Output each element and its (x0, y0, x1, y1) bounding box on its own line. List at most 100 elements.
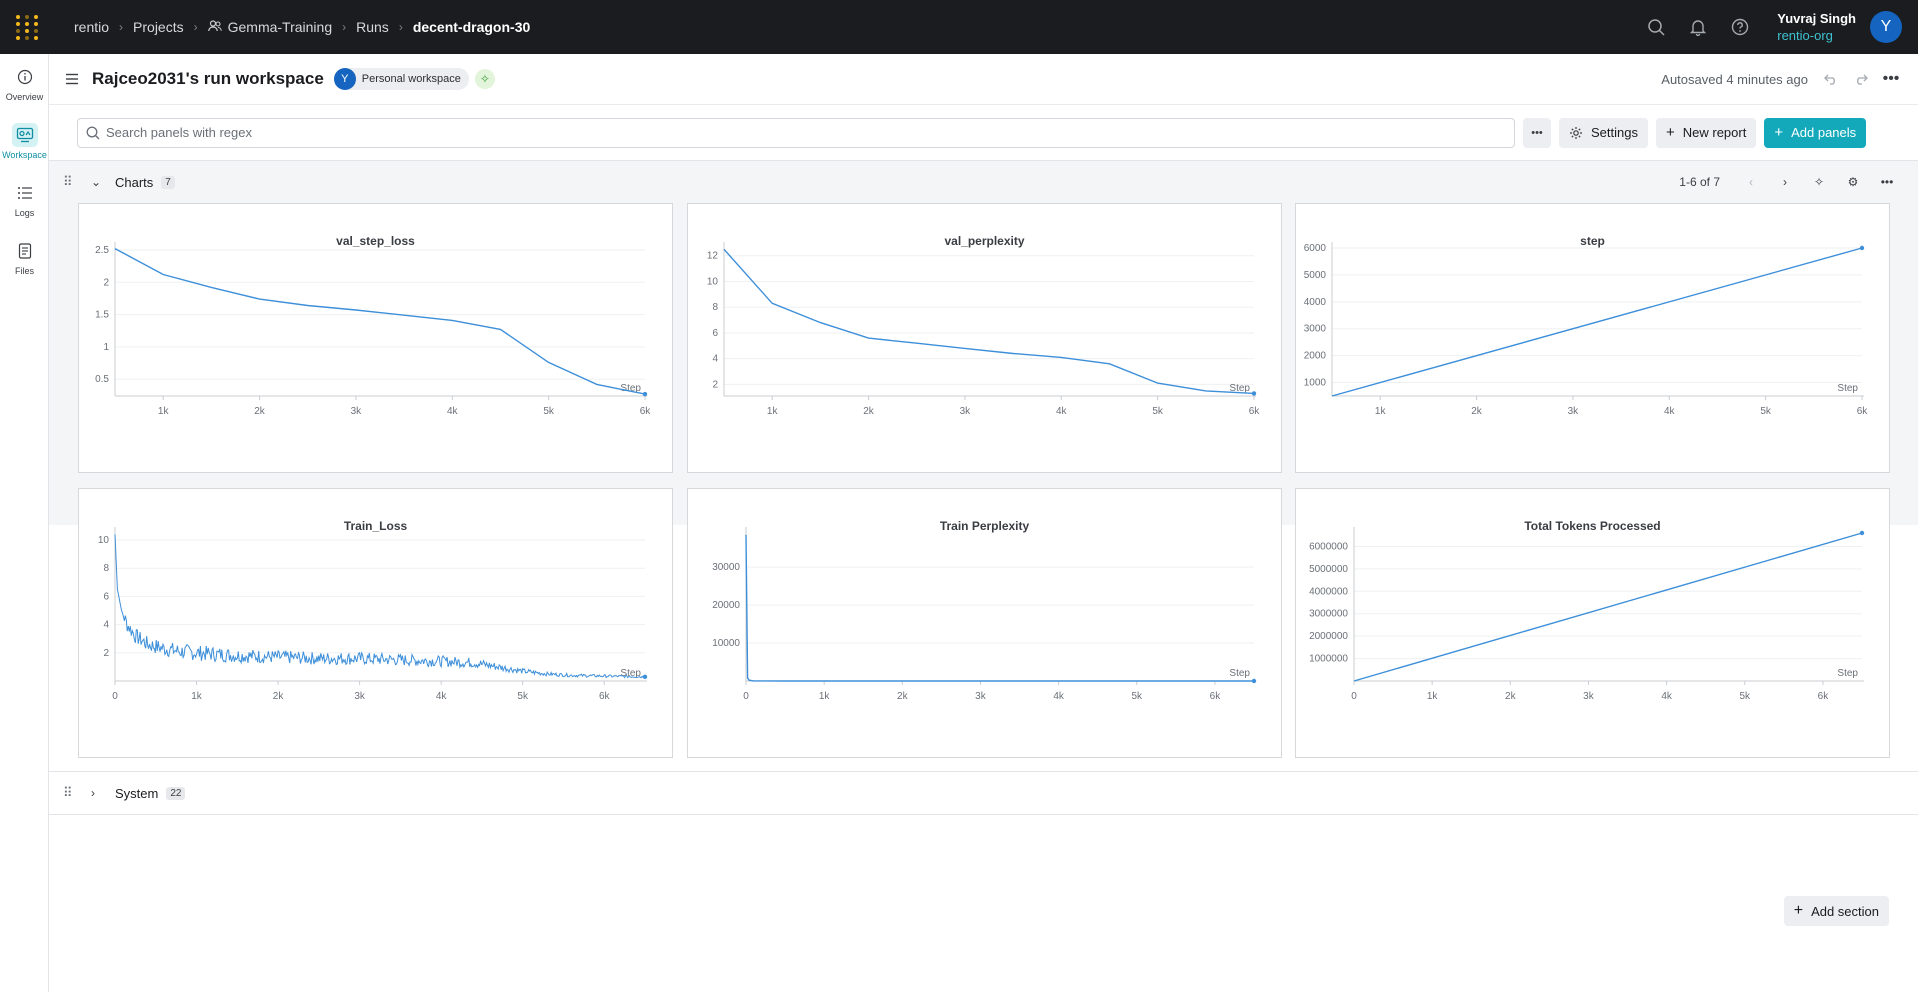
x-tick-label: 2k (273, 691, 285, 702)
help-icon[interactable] (1719, 6, 1761, 48)
autosave-status: Autosaved 4 minutes ago (1661, 71, 1808, 87)
chevron-down-icon[interactable]: ⌄ (91, 175, 102, 189)
section-title-system[interactable]: System (115, 785, 159, 801)
series-line (1353, 532, 1863, 682)
chevron-right-icon[interactable]: › (91, 786, 95, 800)
x-tick-label: 6k (1249, 406, 1261, 417)
series-line (723, 248, 1255, 395)
nav-item-overview[interactable]: Overview (0, 54, 49, 112)
search-input[interactable] (106, 125, 1486, 140)
drag-handle-icon[interactable]: ⠿ (63, 785, 73, 800)
breadcrumb-item-rentio[interactable]: rentio (74, 19, 110, 35)
series-end-point (1859, 245, 1865, 251)
x-tick-label: 4k (1661, 691, 1673, 702)
settings-button[interactable]: Settings (1559, 117, 1648, 148)
chart-svg: 1000 2000 3000 4000 5000 6000 1k 2k 3k 4k 5k 6k Step (1304, 242, 1868, 417)
y-tick-label: 1000000 (1309, 654, 1348, 665)
x-tick-label: 6k (599, 691, 611, 702)
x-axis-label: Step (620, 668, 641, 679)
x-tick-label: 4k (436, 691, 448, 702)
gear-icon[interactable]: ⚙ (1847, 175, 1859, 189)
x-tick-label: 6k (1818, 691, 1830, 702)
nav-item-workspace[interactable]: Workspace (0, 112, 49, 170)
x-tick-label: 3k (1568, 406, 1580, 417)
breadcrumb-item-projects[interactable]: Projects (133, 19, 184, 35)
y-tick-label: 5000000 (1309, 564, 1348, 575)
x-axis-label: Step (1229, 383, 1250, 394)
top-bar: rentio › Projects › Gemma-Training › Run… (0, 0, 1918, 54)
gear-icon (1569, 126, 1583, 140)
user-menu[interactable]: Yuvraj Singh rentio-org (1777, 10, 1856, 44)
add-section-button[interactable]: + Add section (1783, 896, 1889, 926)
chart-panel[interactable]: 1000 2000 3000 4000 5000 6000 1k 2k 3k 4k 5k 6k Step… (1295, 203, 1890, 473)
system-section-header: ⠿ › System 22 (49, 771, 1918, 815)
chart-panel[interactable]: 2 4 6 8 10 0 1k 2k 3k 4k 5k 6k Step Train_Loss (78, 488, 673, 758)
search-icon (86, 126, 100, 140)
chart-svg: 2 4 6 8 10 12 1k 2k 3k 4k 5k 6k Step (707, 242, 1261, 417)
chart-panel[interactable]: 2 4 6 8 10 12 1k 2k 3k 4k 5k 6k Step val_perplexity (687, 203, 1282, 473)
undo-icon[interactable] (1816, 64, 1846, 94)
chart-panel[interactable]: 10000 20000 30000 0 1k 2k 3k 4k 5k 6k Step Train Pe… (687, 488, 1282, 758)
user-org[interactable]: rentio-org (1777, 28, 1833, 43)
new-report-button[interactable]: + New report (1655, 117, 1757, 148)
x-tick-label: 0 (112, 691, 118, 702)
search-icon[interactable] (1635, 6, 1677, 48)
panel-search[interactable] (77, 117, 1515, 148)
workspace-badge-label: Personal workspace (361, 73, 461, 85)
nav-label-overview: Overview (5, 91, 44, 102)
y-tick-label: 6000 (1304, 243, 1327, 254)
y-tick-label: 8 (103, 563, 109, 574)
y-tick-label: 2000 (1304, 351, 1327, 362)
chart-svg: 0.5 1 1.5 2 2.5 1k 2k 3k 4k 5k 6k Step (95, 242, 651, 417)
bell-icon[interactable] (1677, 6, 1719, 48)
file-icon (12, 239, 38, 263)
magic-wand-icon[interactable]: ✧ (1813, 175, 1825, 189)
redo-icon[interactable] (1846, 64, 1876, 94)
y-tick-label: 4000000 (1309, 586, 1348, 597)
y-tick-label: 10 (707, 276, 719, 287)
sparkle-icon[interactable]: ✧ (474, 69, 495, 89)
breadcrumb-item-runs[interactable]: Runs (356, 19, 389, 35)
add-panels-button[interactable]: + Add panels (1764, 117, 1867, 148)
breadcrumb-item-project[interactable]: Gemma-Training (227, 19, 333, 35)
chart-panel[interactable]: 0.5 1 1.5 2 2.5 1k 2k 3k 4k 5k 6k Step val_step_loss (78, 203, 673, 473)
chevron-right-icon[interactable]: › (1783, 175, 1787, 189)
x-tick-label: 2k (254, 406, 266, 417)
nav-label-workspace: Workspace (2, 149, 47, 160)
x-axis-label: Step (1229, 668, 1250, 679)
plus-icon: + (1793, 902, 1804, 919)
avatar[interactable]: Y (1870, 11, 1902, 43)
nav-item-logs[interactable]: Logs (0, 170, 49, 228)
section-title-charts[interactable]: Charts (115, 174, 154, 190)
more-options-icon[interactable]: ••• (1882, 70, 1900, 87)
nav-label-logs: Logs (14, 207, 35, 218)
y-tick-label: 6000000 (1309, 541, 1348, 552)
y-tick-label: 2 (712, 379, 718, 390)
workspace-icon (11, 122, 38, 147)
series-end-point (1251, 391, 1257, 396)
series-end-point (642, 391, 648, 397)
chart-title: val_step_loss (336, 234, 415, 248)
x-tick-label: 5k (543, 406, 555, 417)
app-logo[interactable] (0, 0, 54, 54)
chart-title: Total Tokens Processed (1524, 519, 1661, 533)
x-tick-label: 1k (191, 691, 203, 702)
chevron-left-icon[interactable]: ‹ (1749, 175, 1753, 189)
x-axis-label: Step (1837, 383, 1858, 394)
x-tick-label: 1k (1375, 406, 1387, 417)
workspace-avatar: Y (333, 68, 356, 90)
more-options-icon[interactable]: ••• (1880, 175, 1894, 189)
chart-panel[interactable]: 1000000 2000000 3000000 4000000 5000000 60000… (1295, 488, 1890, 758)
x-tick-label: 1k (1427, 691, 1439, 702)
series-end-point (642, 674, 648, 679)
x-axis-label: Step (620, 383, 641, 394)
breadcrumb-current-run[interactable]: decent-dragon-30 (412, 19, 531, 35)
hamburger-icon[interactable] (65, 73, 79, 85)
nav-item-files[interactable]: Files (0, 228, 49, 286)
info-icon (12, 65, 38, 89)
add-section-label: Add section (1811, 903, 1879, 919)
search-options-button[interactable]: ••• (1523, 117, 1551, 148)
plus-icon: + (1665, 124, 1675, 141)
drag-handle-icon[interactable]: ⠿ (63, 174, 73, 189)
workspace-badge[interactable]: Y Personal workspace (333, 68, 469, 90)
